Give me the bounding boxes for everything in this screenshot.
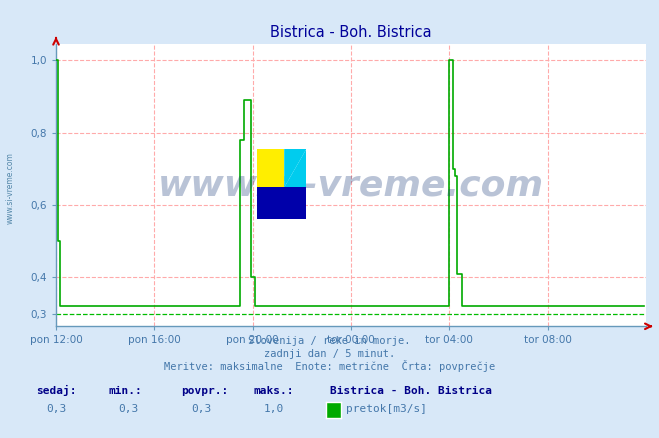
Text: 0,3: 0,3 xyxy=(46,404,67,414)
Text: www.si-vreme.com: www.si-vreme.com xyxy=(158,168,544,202)
Polygon shape xyxy=(257,149,284,187)
Polygon shape xyxy=(284,149,306,187)
Text: povpr.:: povpr.: xyxy=(181,386,229,396)
Text: min.:: min.: xyxy=(109,386,142,396)
Text: 0,3: 0,3 xyxy=(191,404,212,414)
Text: Meritve: maksimalne  Enote: metrične  Črta: povprečje: Meritve: maksimalne Enote: metrične Črta… xyxy=(164,360,495,372)
Text: www.si-vreme.com: www.si-vreme.com xyxy=(5,152,14,224)
Title: Bistrica - Boh. Bistrica: Bistrica - Boh. Bistrica xyxy=(270,25,432,40)
Text: maks.:: maks.: xyxy=(254,386,294,396)
Text: sedaj:: sedaj: xyxy=(36,385,76,396)
Text: Slovenija / reke in morje.: Slovenija / reke in morje. xyxy=(248,336,411,346)
Text: zadnji dan / 5 minut.: zadnji dan / 5 minut. xyxy=(264,349,395,359)
Polygon shape xyxy=(257,187,284,219)
Text: 0,3: 0,3 xyxy=(119,404,139,414)
Text: 1,0: 1,0 xyxy=(264,404,284,414)
Polygon shape xyxy=(284,187,306,219)
Polygon shape xyxy=(284,149,306,187)
Text: pretok[m3/s]: pretok[m3/s] xyxy=(346,404,427,414)
Text: Bistrica - Boh. Bistrica: Bistrica - Boh. Bistrica xyxy=(330,386,492,396)
